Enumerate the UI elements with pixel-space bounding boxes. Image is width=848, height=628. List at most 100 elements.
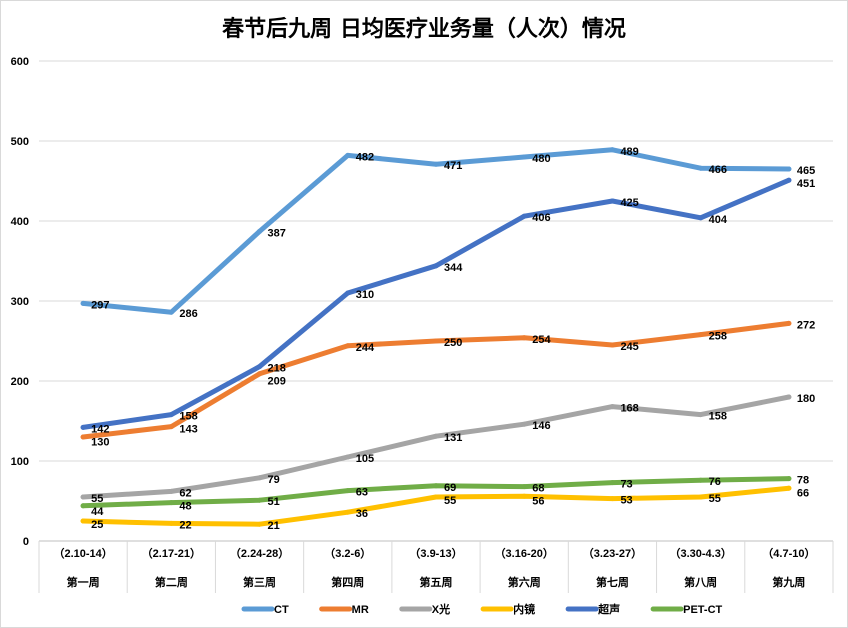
data-label: 36 <box>356 508 368 520</box>
data-point <box>80 518 86 524</box>
y-tick-label: 0 <box>23 536 29 548</box>
data-label: 131 <box>444 432 462 444</box>
legend-label: CT <box>274 604 289 616</box>
y-tick-label: 300 <box>11 296 29 308</box>
data-label: 48 <box>179 500 191 512</box>
x-tick-week: 第四周 <box>331 575 364 589</box>
series-line-超声 <box>80 177 792 430</box>
data-label: 44 <box>91 506 104 518</box>
x-tick-range: （3.2-6） <box>324 547 371 560</box>
x-tick-range: （3.23-27） <box>583 547 642 560</box>
data-point <box>521 154 527 160</box>
legend-label: MR <box>352 604 369 616</box>
data-label: 387 <box>268 227 286 239</box>
data-label: 168 <box>620 403 638 415</box>
data-point <box>786 166 792 172</box>
legend-label: 内镜 <box>513 602 535 616</box>
data-point <box>80 503 86 509</box>
data-label: 465 <box>797 165 815 177</box>
data-point <box>609 147 615 153</box>
data-label: 55 <box>709 493 721 505</box>
x-tick-range: （3.9-13） <box>409 547 462 560</box>
x-tick-week: 第五周 <box>420 575 453 589</box>
data-point <box>433 433 439 439</box>
data-label: 218 <box>268 363 286 375</box>
y-tick-label: 600 <box>11 56 29 68</box>
data-point <box>521 335 527 341</box>
data-label: 250 <box>444 337 462 349</box>
data-point <box>698 477 704 483</box>
x-tick-range: （2.10-14） <box>53 547 112 560</box>
data-label: 143 <box>179 424 197 436</box>
data-label: 489 <box>620 146 638 158</box>
data-label: 66 <box>797 488 809 500</box>
x-tick-week: 第三周 <box>243 575 276 589</box>
legend-label: PET-CT <box>683 604 722 616</box>
y-tick-label: 200 <box>11 376 29 388</box>
data-label: 466 <box>709 164 727 176</box>
data-point <box>698 494 704 500</box>
data-label: 146 <box>532 420 550 432</box>
data-label: 404 <box>709 214 728 226</box>
x-tick-week: 第一周 <box>67 575 100 589</box>
data-label: 78 <box>797 475 809 487</box>
data-point <box>521 484 527 490</box>
x-tick-week: 第七周 <box>596 575 629 589</box>
legend-label: X光 <box>432 602 450 616</box>
x-tick-range: （4.7-10） <box>762 547 815 560</box>
data-point <box>433 483 439 489</box>
data-point <box>609 480 615 486</box>
series-line-CT <box>80 147 792 315</box>
data-point <box>345 509 351 515</box>
data-point <box>257 521 263 527</box>
data-label: 63 <box>356 487 368 499</box>
x-tick-week: 第八周 <box>684 575 717 589</box>
data-label: 406 <box>532 212 550 224</box>
data-point <box>609 198 615 204</box>
data-label: 56 <box>532 496 544 508</box>
data-label: 451 <box>797 178 815 190</box>
data-point <box>257 497 263 503</box>
data-point <box>168 412 174 418</box>
data-point <box>609 404 615 410</box>
y-tick-label: 100 <box>11 456 29 468</box>
x-tick-range: （3.30-4.3） <box>669 547 731 560</box>
y-tick-label: 500 <box>11 136 29 148</box>
data-point <box>698 332 704 338</box>
data-label: 62 <box>179 487 191 499</box>
data-label: 180 <box>797 393 815 405</box>
data-label: 76 <box>709 476 721 488</box>
data-point <box>168 500 174 506</box>
data-point <box>345 343 351 349</box>
data-label: 344 <box>444 262 463 274</box>
x-tick-range: （3.16-20） <box>495 547 554 560</box>
data-point <box>345 454 351 460</box>
data-point <box>345 290 351 296</box>
data-point <box>786 485 792 491</box>
data-label: 272 <box>797 319 815 331</box>
data-label: 245 <box>620 341 638 353</box>
data-label: 482 <box>356 151 374 163</box>
data-label: 79 <box>268 474 280 486</box>
data-point <box>521 421 527 427</box>
data-point <box>433 263 439 269</box>
data-label: 158 <box>179 411 197 423</box>
data-point <box>168 424 174 430</box>
x-tick-week: 第二周 <box>155 575 188 589</box>
data-point <box>609 342 615 348</box>
x-tick-week: 第六周 <box>508 575 541 589</box>
data-point <box>786 320 792 326</box>
data-point <box>786 177 792 183</box>
x-tick-week: 第九周 <box>772 575 805 589</box>
data-point <box>257 371 263 377</box>
data-point <box>80 300 86 306</box>
data-point <box>345 152 351 158</box>
data-label: 286 <box>179 308 197 320</box>
data-label: 73 <box>620 479 632 491</box>
data-label: 69 <box>444 482 456 494</box>
data-label: 21 <box>268 520 280 532</box>
data-label: 297 <box>91 299 109 311</box>
chart-title: 春节后九周 日均医疗业务量（人次）情况 <box>222 17 626 42</box>
data-label: 51 <box>268 496 280 508</box>
